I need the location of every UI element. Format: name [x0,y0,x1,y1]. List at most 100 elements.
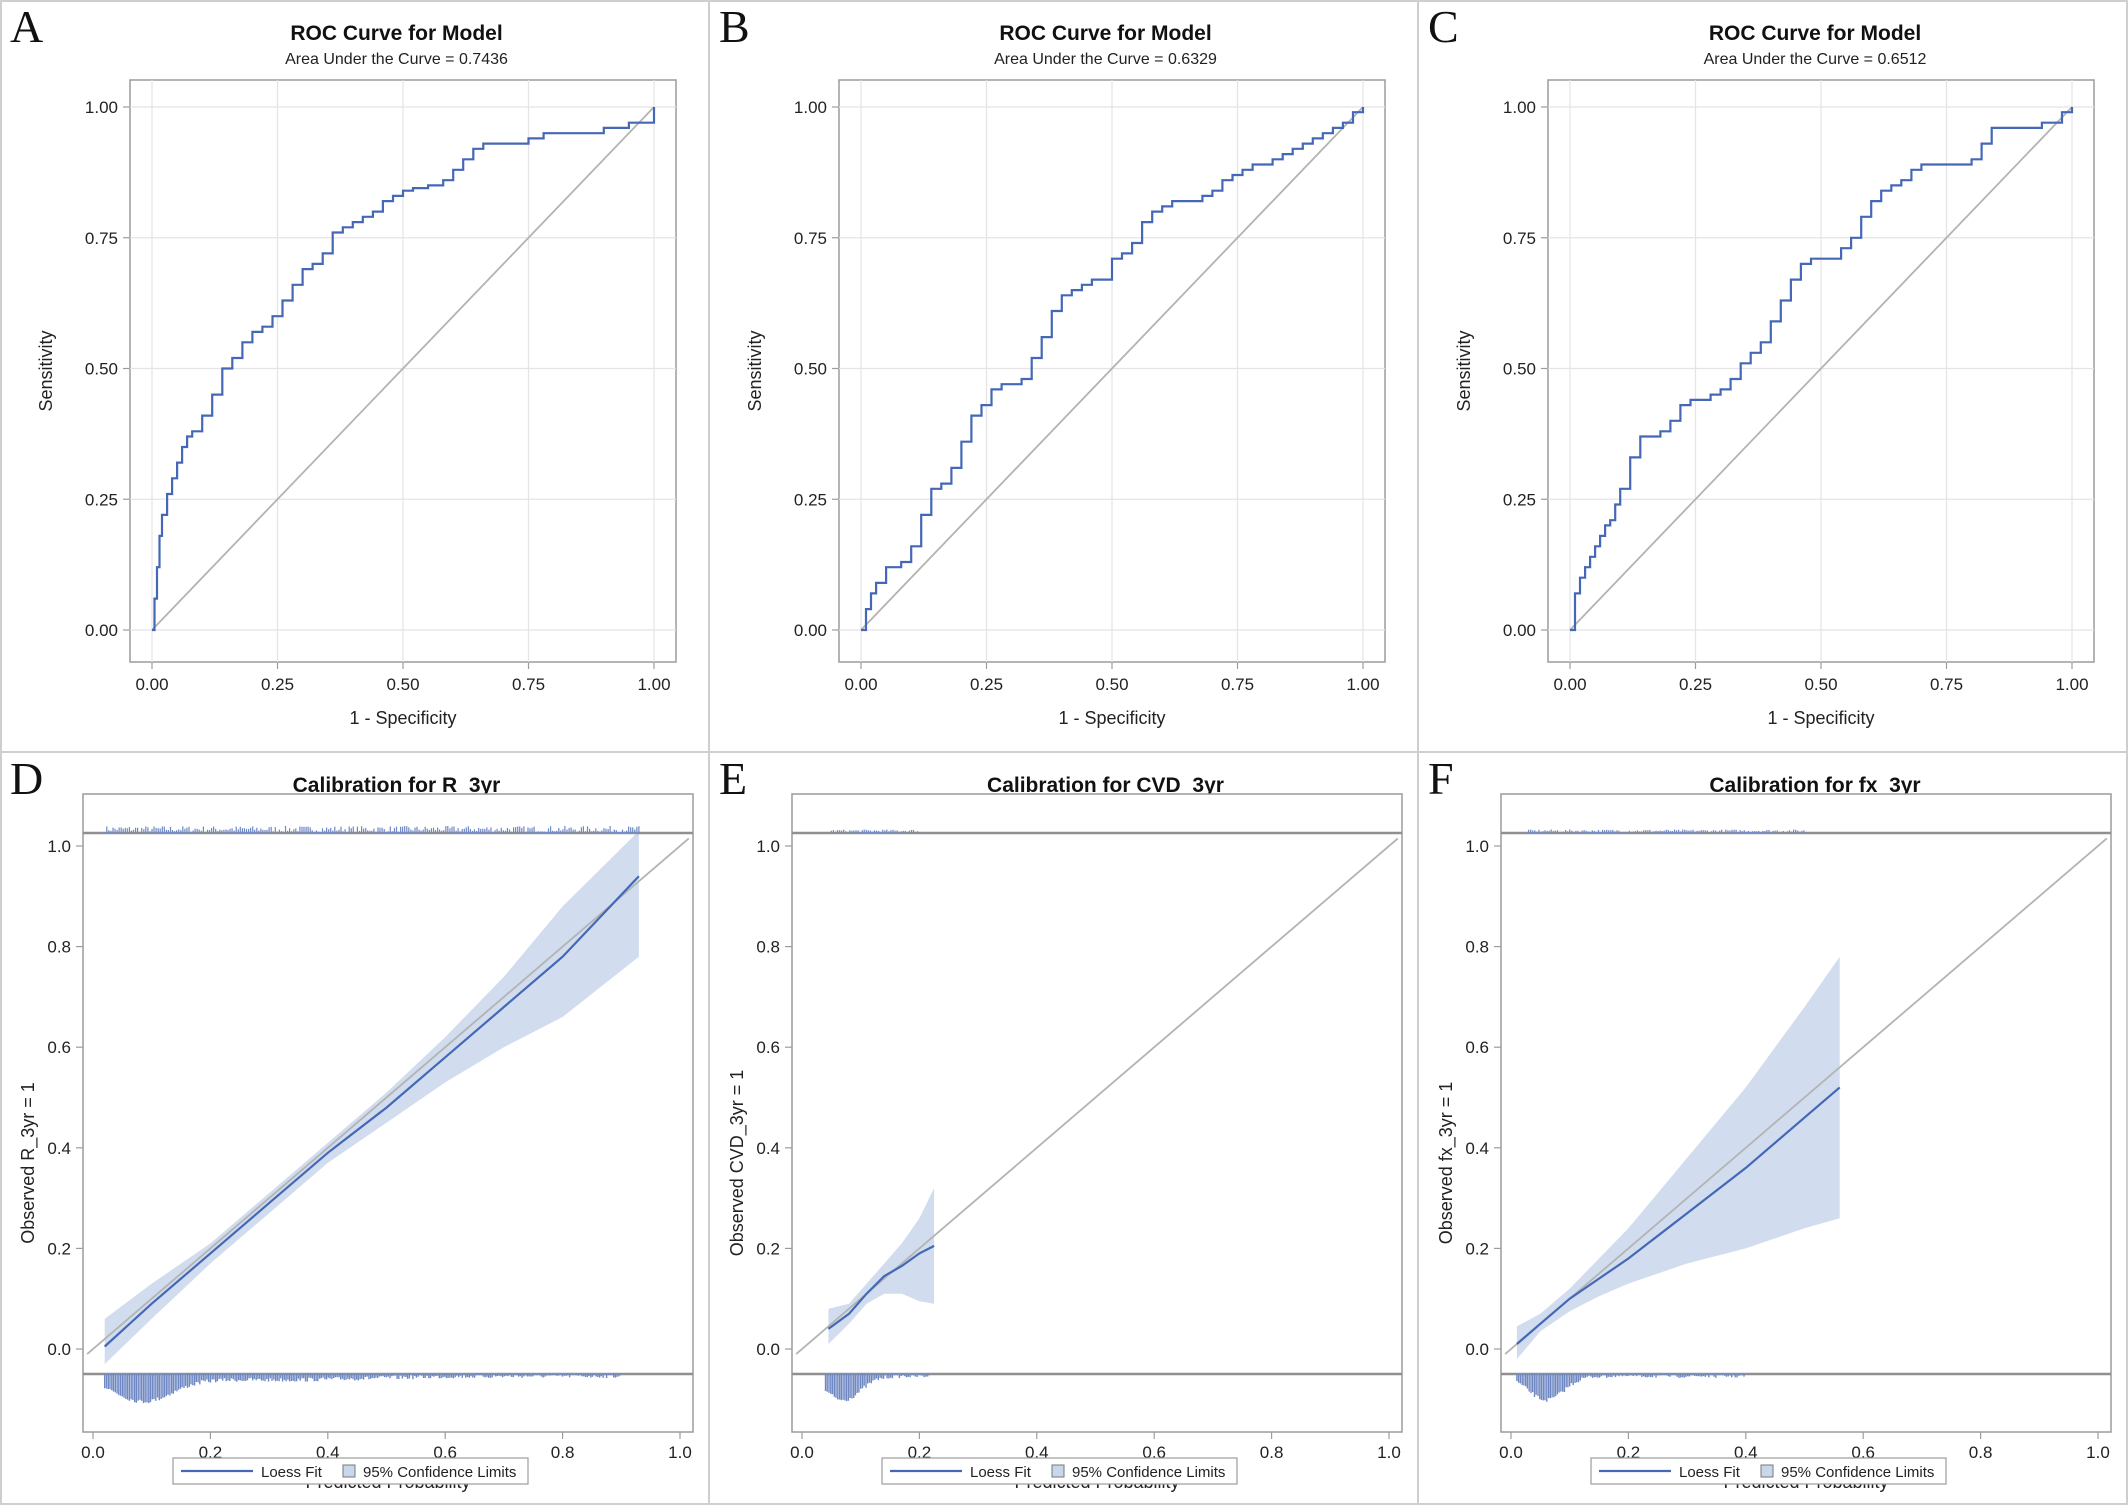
y-tick-label: 0.4 [756,1139,780,1158]
legend-band-label: 95% Confidence Limits [1072,1464,1225,1481]
y-tick-label: 0.0 [47,1340,71,1359]
panel-letter: F [1428,753,1454,804]
legend-band-label: 95% Confidence Limits [363,1464,516,1481]
loess-fit-line [1516,1086,1841,1345]
event-rug-marks [830,829,919,833]
y-tick-label: 0.8 [47,938,71,957]
chart-title: ROC Curve for Model [1709,22,1921,45]
y-tick-label: 0.75 [1503,229,1536,248]
x-tick-label: 0.00 [135,675,168,694]
roc-curve-line [1570,107,2074,632]
x-tick-label: 0.00 [1553,675,1586,694]
y-axis-label: Sensitivity [1454,330,1474,411]
legend-loess-label: Loess Fit [261,1464,323,1481]
x-tick-label: 0.6 [1142,1443,1166,1462]
legend-band-swatch [1051,1464,1065,1478]
x-tick-label: 0.4 [1734,1443,1758,1462]
legend-band-label: 95% Confidence Limits [1781,1464,1934,1481]
chart-subtitle: Area Under the Curve = 0.6329 [994,51,1217,68]
x-tick-label: 0.75 [512,675,545,694]
reference-diagonal-line [1569,106,2073,631]
x-tick-label: 0.6 [433,1443,457,1462]
y-tick-label: 0.0 [756,1340,780,1359]
event-rug-marks [104,826,640,833]
plot-frame [791,793,1403,1433]
y-tick-label: 0.2 [1465,1239,1489,1258]
y-tick-label: 0.00 [1503,621,1536,640]
y-tick-label: 0.00 [794,621,827,640]
y-tick-label: 0.50 [794,360,827,379]
x-tick-label: 0.0 [81,1443,105,1462]
reference-diagonal-line [151,106,655,631]
panel-letter: C [1428,1,1459,52]
loess-fit-line [103,875,640,1348]
chart-title: ROC Curve for Model [290,22,502,45]
y-tick-label: 0.25 [1503,490,1536,509]
x-tick-label: 0.2 [1617,1443,1641,1462]
y-tick-label: 0.75 [794,229,827,248]
y-tick-label: 0.2 [756,1239,780,1258]
x-tick-label: 1.0 [1377,1443,1401,1462]
y-axis-label: Observed R_3yr = 1 [18,1082,39,1244]
panel-f: F Calibration for fx_3yr 0.0 0.0 0.2 0.2 0.4 0.… [1428,753,2112,1492]
x-tick-label: 0.0 [790,1443,814,1462]
x-tick-label: 0.50 [1095,675,1128,694]
y-tick-label: 0.2 [47,1239,71,1258]
x-tick-label: 1.0 [668,1443,692,1462]
y-tick-label: 0.0 [1465,1340,1489,1359]
nonevent-histogram-bars [1516,1374,1745,1402]
confidence-band [1516,956,1840,1360]
x-axis-label: 1 - Specificity [349,708,456,728]
x-tick-label: 0.8 [1969,1443,1993,1462]
y-tick-label: 0.50 [85,360,118,379]
x-tick-label: 0.00 [844,675,877,694]
y-tick-label: 1.00 [85,98,118,117]
x-tick-label: 0.4 [316,1443,340,1462]
panel-letter: B [719,1,750,52]
x-tick-label: 0.75 [1930,675,1963,694]
roc-curve-line [152,107,656,632]
y-axis-label: Observed CVD_3yr = 1 [727,1070,748,1257]
y-tick-label: 0.00 [85,621,118,640]
y-tick-label: 1.00 [794,98,827,117]
reference-diagonal-line [1504,837,2108,1355]
y-tick-label: 0.50 [1503,360,1536,379]
legend-band-swatch [342,1464,356,1478]
chart-subtitle: Area Under the Curve = 0.6512 [1704,51,1927,68]
chart-title: Calibration for R_3yr [293,774,501,797]
x-tick-label: 0.50 [386,675,419,694]
y-tick-label: 0.6 [47,1038,71,1057]
y-tick-label: 0.4 [47,1139,71,1158]
legend-loess-label: Loess Fit [1679,1464,1741,1481]
x-tick-label: 0.25 [261,675,294,694]
y-tick-label: 1.0 [1465,837,1489,856]
panel-letter: D [10,753,43,804]
x-tick-label: 1.00 [1346,675,1379,694]
x-axis-label: 1 - Specificity [1767,708,1874,728]
reference-diagonal-line [86,837,690,1355]
x-tick-label: 0.0 [1499,1443,1523,1462]
chart-title: ROC Curve for Model [999,22,1211,45]
confidence-band [104,833,639,1365]
x-axis-label: 1 - Specificity [1058,708,1165,728]
panel-b: B ROC Curve for Model Area Under the Curve… [719,1,1386,728]
x-tick-label: 1.00 [637,675,670,694]
y-tick-label: 0.8 [1465,938,1489,957]
y-tick-label: 0.25 [85,490,118,509]
y-tick-label: 1.0 [47,837,71,856]
y-tick-label: 0.6 [756,1038,780,1057]
legend-loess-label: Loess Fit [970,1464,1032,1481]
legend-band-swatch [1760,1464,1774,1478]
roc-curve-line [861,107,1365,632]
y-axis-label: Observed fx_3yr = 1 [1436,1082,1457,1245]
y-tick-label: 0.8 [756,938,780,957]
chart-subtitle: Area Under the Curve = 0.7436 [285,51,508,68]
nonevent-histogram-bars [104,1374,622,1404]
nonevent-histogram-bars [824,1374,931,1402]
confidence-band [828,1188,935,1344]
x-tick-label: 0.75 [1221,675,1254,694]
x-tick-label: 1.0 [2086,1443,2110,1462]
x-tick-label: 0.25 [1679,675,1712,694]
y-tick-label: 0.6 [1465,1038,1489,1057]
